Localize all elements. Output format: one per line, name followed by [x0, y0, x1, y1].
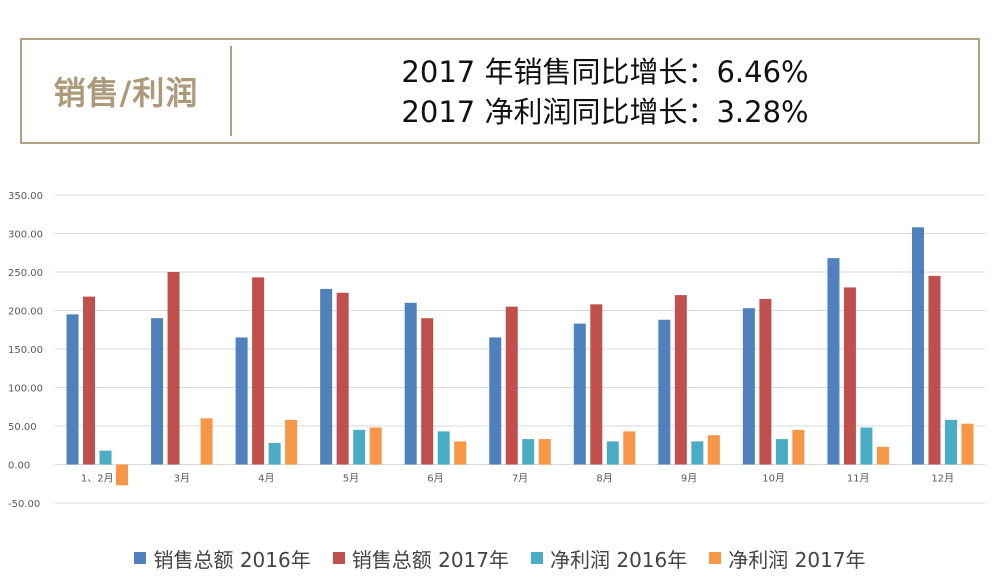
header-divider	[230, 46, 232, 136]
y-tick-label: 200.00	[8, 307, 43, 318]
y-tick-label: 0.00	[8, 461, 30, 472]
bar	[775, 439, 788, 465]
bar	[792, 429, 805, 465]
bar	[843, 287, 856, 465]
bar	[759, 298, 772, 465]
y-tick-label: 300.00	[8, 230, 43, 241]
bar	[489, 337, 502, 465]
legend-label: 净利润 2017年	[728, 547, 866, 572]
legend-swatch	[531, 552, 543, 564]
bar	[961, 423, 974, 465]
x-tick-label: 5月	[343, 473, 359, 485]
bar	[742, 308, 755, 465]
bar	[83, 296, 96, 465]
bar	[285, 419, 298, 465]
legend-label: 净利润 2016年	[550, 547, 688, 572]
bar	[590, 304, 603, 465]
y-tick-label: 50.00	[8, 422, 37, 433]
y-tick-label: 250.00	[8, 268, 43, 279]
legend-swatch	[332, 552, 345, 564]
x-tick-label: 10月	[762, 473, 785, 485]
x-tick-label: 12月	[931, 473, 954, 485]
bar	[454, 441, 467, 465]
bar	[151, 318, 164, 465]
legend-item: 净利润 2016年	[531, 544, 687, 573]
legend-item: 净利润 2017年	[709, 544, 866, 573]
x-tick-label: 8月	[596, 473, 612, 485]
legend-label: 销售总额 2016年	[153, 547, 311, 572]
legend-item: 销售总额 2016年	[134, 544, 311, 573]
bar	[674, 295, 687, 465]
legend-label: 销售总额 2017年	[351, 547, 509, 572]
x-tick-label: 9月	[681, 473, 697, 485]
bar	[167, 272, 180, 465]
bar	[99, 450, 112, 465]
bar	[252, 277, 265, 465]
legend-swatch	[134, 552, 147, 564]
bar	[505, 306, 518, 465]
bar	[404, 302, 417, 465]
bar	[336, 292, 349, 465]
y-tick-label: 350.00	[8, 191, 43, 202]
bar	[827, 258, 840, 465]
bar	[437, 431, 450, 465]
bar	[353, 429, 366, 465]
bar	[606, 441, 619, 465]
bar	[911, 227, 924, 465]
sales-growth-text: 2017 年销售同比增长：6.46%	[401, 55, 809, 89]
x-tick-label: 6月	[427, 473, 443, 485]
legend-item: 销售总额 2017年	[332, 544, 509, 573]
bar	[623, 431, 636, 465]
bar	[573, 323, 586, 465]
bar	[707, 435, 720, 465]
bar	[116, 464, 129, 486]
bar	[66, 314, 79, 465]
x-tick-label: 7月	[512, 473, 528, 485]
growth-summary: 2017 年销售同比增长：6.46% 2017 净利润同比增长：3.28%	[232, 50, 978, 134]
y-tick-label: 150.00	[8, 345, 43, 356]
y-tick-label: 100.00	[8, 384, 43, 395]
bar	[658, 319, 671, 465]
bar	[538, 439, 551, 465]
bar	[200, 418, 213, 465]
x-tick-label: 1、2月	[81, 473, 114, 485]
bar	[876, 446, 889, 465]
bar	[928, 275, 941, 465]
x-tick-label: 3月	[174, 473, 190, 485]
x-tick-label: 11月	[847, 473, 870, 485]
summary-header-box: 销售/利润 2017 年销售同比增长：6.46% 2017 净利润同比增长：3.…	[20, 38, 980, 144]
profit-growth-text: 2017 净利润同比增长：3.28%	[401, 95, 809, 129]
bar	[421, 318, 434, 465]
bar	[860, 427, 873, 465]
bar	[268, 442, 281, 465]
chart-legend: 销售总额 2016年 销售总额 2017年 净利润 2016年 净利润 2017年	[0, 541, 1000, 575]
header-label: 销售/利润	[53, 74, 199, 112]
bar	[369, 427, 382, 465]
bar	[691, 441, 704, 465]
bar	[522, 439, 535, 465]
bar	[944, 419, 957, 465]
legend-swatch	[709, 552, 722, 564]
x-tick-label: 4月	[258, 473, 274, 485]
y-tick-label: -50.00	[8, 499, 40, 510]
bar	[235, 337, 248, 465]
bar-chart: 350.00 300.00 250.00 200.00 150.00 100.00 50.0…	[8, 191, 985, 510]
bar	[320, 288, 333, 465]
